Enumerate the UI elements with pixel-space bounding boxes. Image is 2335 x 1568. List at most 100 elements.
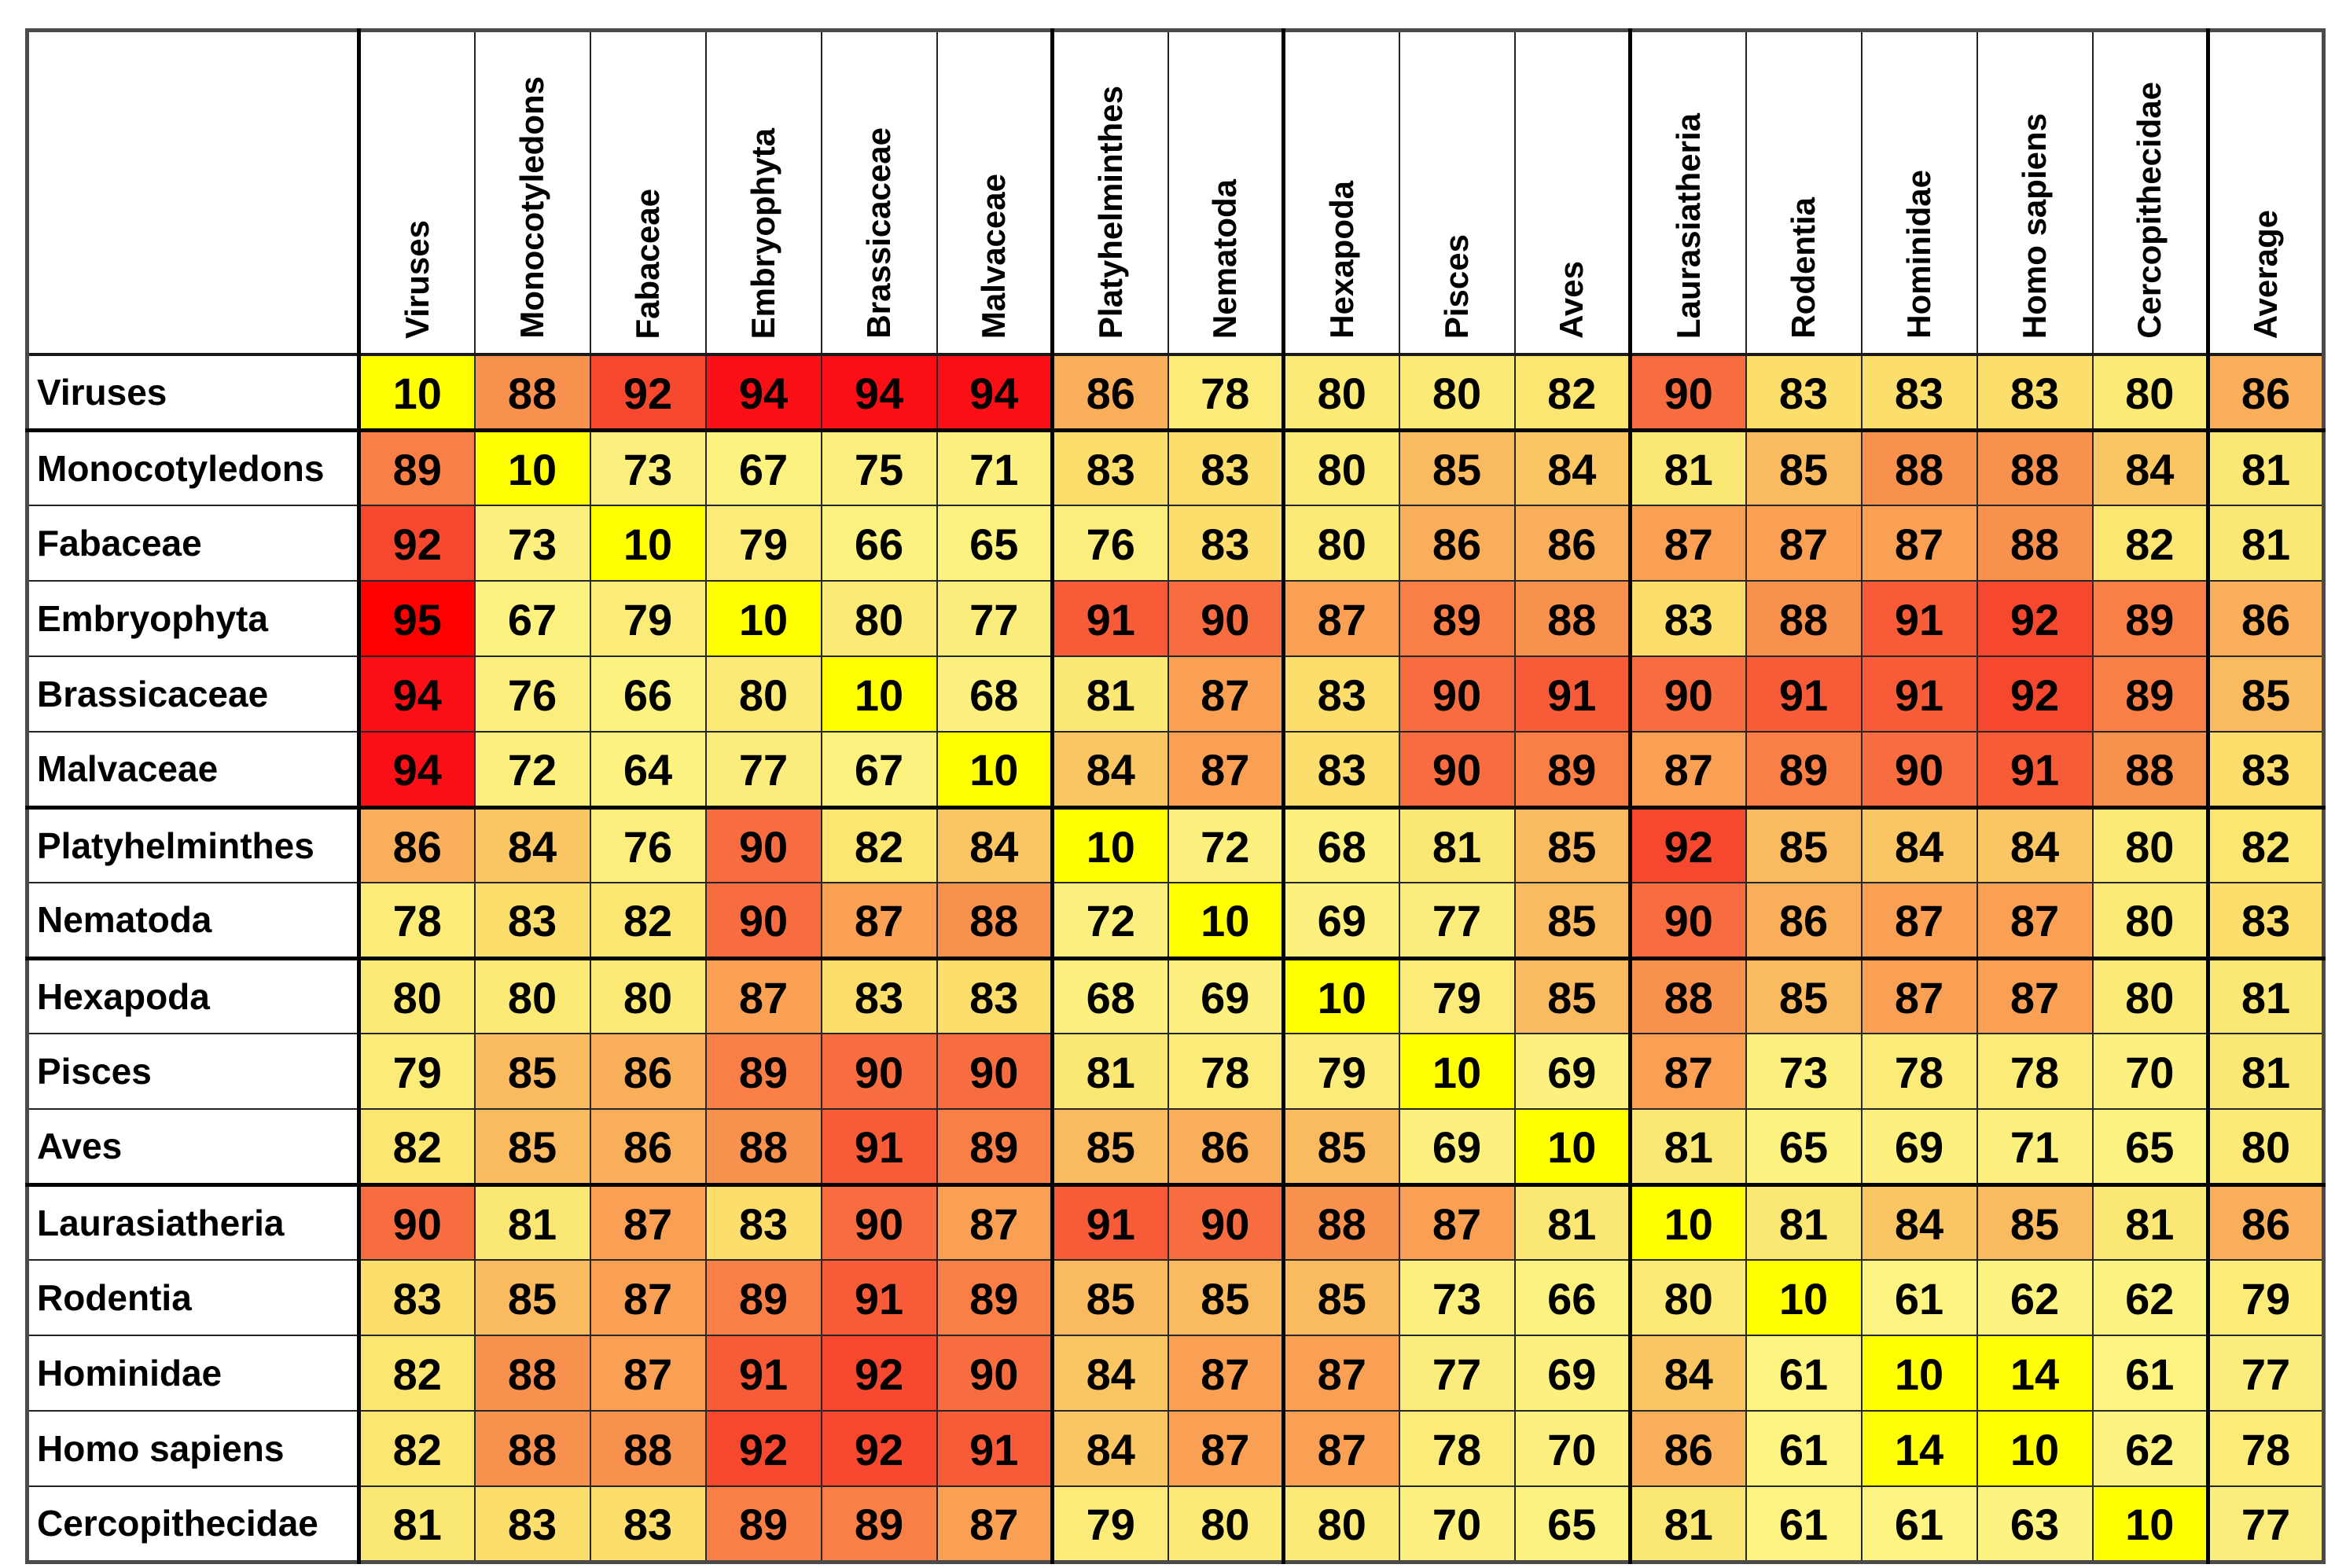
matrix-cell: 81 [473, 1184, 591, 1261]
column-header-monocotyledons: Monocotyledons [473, 29, 591, 356]
column-header-laurasiatheria: Laurasiatheria [1629, 29, 1747, 356]
column-header-label: Fabaceae [629, 188, 666, 339]
matrix-cell: 86 [2207, 580, 2325, 657]
matrix-cell: 83 [1629, 580, 1747, 657]
matrix-cell: 77 [704, 731, 822, 810]
column-header-label: Viruses [398, 220, 436, 339]
matrix-cell: 81 [2207, 505, 2325, 582]
matrix-cell: 65 [2091, 1108, 2210, 1187]
matrix-cell: 67 [820, 731, 938, 810]
row-label-platyhelminthes: Platyhelminthes [26, 806, 361, 883]
matrix-cell: 86 [2207, 1184, 2325, 1261]
matrix-cell: 83 [2207, 731, 2325, 810]
matrix-cell: 83 [473, 1485, 591, 1562]
matrix-cell: 84 [473, 806, 591, 883]
matrix-cell: 92 [358, 505, 476, 582]
matrix-cell: 70 [1513, 1410, 1632, 1487]
matrix-cell: 88 [589, 1410, 707, 1487]
matrix-cell: 61 [1745, 1335, 1862, 1412]
column-header-label: Pisces [1438, 233, 1475, 339]
matrix-cell: 86 [1398, 505, 1516, 582]
matrix-cell: 69 [1513, 1335, 1632, 1412]
header-row: Viruses Monocotyledons Fabaceae Embryophyta… [27, 29, 2325, 356]
matrix-cell: 84 [1860, 806, 1978, 883]
row-label-aves: Aves [26, 1108, 361, 1187]
matrix-cell: 69 [1398, 1108, 1516, 1187]
matrix-cell: 87 [589, 1184, 707, 1261]
table-row-hexapoda: Hexapoda 80 80 80 87 83 83 68 69 10 79 85 88 85 87 87 80… [26, 957, 2325, 1034]
matrix-cell: 87 [1167, 1410, 1285, 1487]
matrix-cell: 10 [1167, 882, 1285, 960]
matrix-cell: 86 [1629, 1410, 1747, 1487]
column-header-label: Brassicaceae [860, 127, 897, 339]
matrix-cell: 14 [1860, 1410, 1978, 1487]
matrix-cell: 88 [2091, 731, 2210, 810]
matrix-cell: 10 [358, 354, 476, 432]
matrix-cell: 89 [704, 1485, 822, 1562]
matrix-cell: 81 [1629, 1485, 1747, 1562]
matrix-cell: 68 [1051, 957, 1169, 1034]
matrix-cell: 80 [704, 655, 822, 733]
row-label-laurasiatheria: Laurasiatheria [26, 1184, 361, 1261]
matrix-cell: 69 [1513, 1033, 1632, 1110]
matrix-cell: 62 [2091, 1259, 2210, 1336]
matrix-cell: 10 [1976, 1410, 2094, 1487]
matrix-cell: 84 [936, 806, 1054, 883]
matrix-cell: 91 [1745, 655, 1862, 733]
matrix-cell: 85 [2207, 655, 2325, 733]
matrix-cell: 89 [2091, 580, 2210, 657]
matrix-cell: 84 [1051, 1410, 1169, 1487]
column-header-label: Malvaceae [975, 173, 1013, 339]
column-header-fabaceae: Fabaceae [589, 29, 707, 356]
matrix-cell: 94 [358, 731, 476, 810]
matrix-cell: 85 [1976, 1184, 2094, 1261]
matrix-cell: 92 [820, 1335, 938, 1412]
matrix-cell: 87 [1976, 882, 2094, 960]
column-header-aves: Aves [1513, 29, 1632, 356]
matrix-cell: 90 [1398, 655, 1516, 733]
column-header-average: Average [2207, 29, 2325, 356]
matrix-cell: 82 [358, 1108, 476, 1187]
matrix-cell: 81 [1051, 1033, 1169, 1110]
table-row-rodentia: Rodentia 83 85 87 89 91 89 85 85 85 73 66 80 10 61 62 62… [26, 1259, 2325, 1336]
row-label-embryophyta: Embryophyta [26, 580, 361, 657]
matrix-cell: 87 [1282, 1335, 1400, 1412]
column-header-label: Monocotyledons [513, 76, 550, 339]
matrix-cell: 71 [936, 429, 1054, 506]
matrix-cell: 83 [1745, 354, 1862, 432]
matrix-cell: 90 [1398, 731, 1516, 810]
matrix-cell: 76 [589, 806, 707, 883]
matrix-cell: 87 [1282, 580, 1400, 657]
matrix-cell: 88 [1513, 580, 1632, 657]
matrix-cell: 85 [1051, 1108, 1169, 1187]
matrix-cell: 83 [358, 1259, 476, 1336]
matrix-cell: 86 [358, 806, 476, 883]
matrix-cell: 94 [820, 354, 938, 432]
matrix-cell: 68 [936, 655, 1054, 733]
matrix-cell: 86 [589, 1033, 707, 1110]
matrix-cell: 87 [1745, 505, 1862, 582]
matrix-cell: 14 [1976, 1335, 2094, 1412]
matrix-cell: 78 [358, 882, 476, 960]
matrix-cell: 82 [1513, 354, 1632, 432]
row-label-fabaceae: Fabaceae [26, 505, 361, 582]
matrix-cell: 92 [1976, 580, 2094, 657]
matrix-cell: 65 [1513, 1485, 1632, 1562]
matrix-cell: 78 [2207, 1410, 2325, 1487]
matrix-cell: 88 [473, 1410, 591, 1487]
matrix-cell: 85 [473, 1108, 591, 1187]
matrix-cell: 88 [1282, 1184, 1400, 1261]
matrix-cell: 10 [589, 505, 707, 582]
matrix-cell: 61 [2091, 1335, 2210, 1412]
matrix-cell: 85 [1745, 957, 1862, 1034]
matrix-cell: 83 [820, 957, 938, 1034]
table-row-platyhelminthes: Platyhelminthes 86 84 76 90 82 84 10 72 68 81 85 92 8… [26, 806, 2325, 883]
column-header-viruses: Viruses [358, 29, 476, 356]
matrix-cell: 81 [1629, 1108, 1747, 1187]
matrix-cell: 88 [1976, 505, 2094, 582]
matrix-cell: 86 [1167, 1108, 1285, 1187]
matrix-cell: 80 [1282, 1485, 1400, 1562]
column-header-label: Average [2247, 209, 2284, 339]
matrix-cell: 90 [1629, 354, 1747, 432]
matrix-cell: 85 [1745, 806, 1862, 883]
